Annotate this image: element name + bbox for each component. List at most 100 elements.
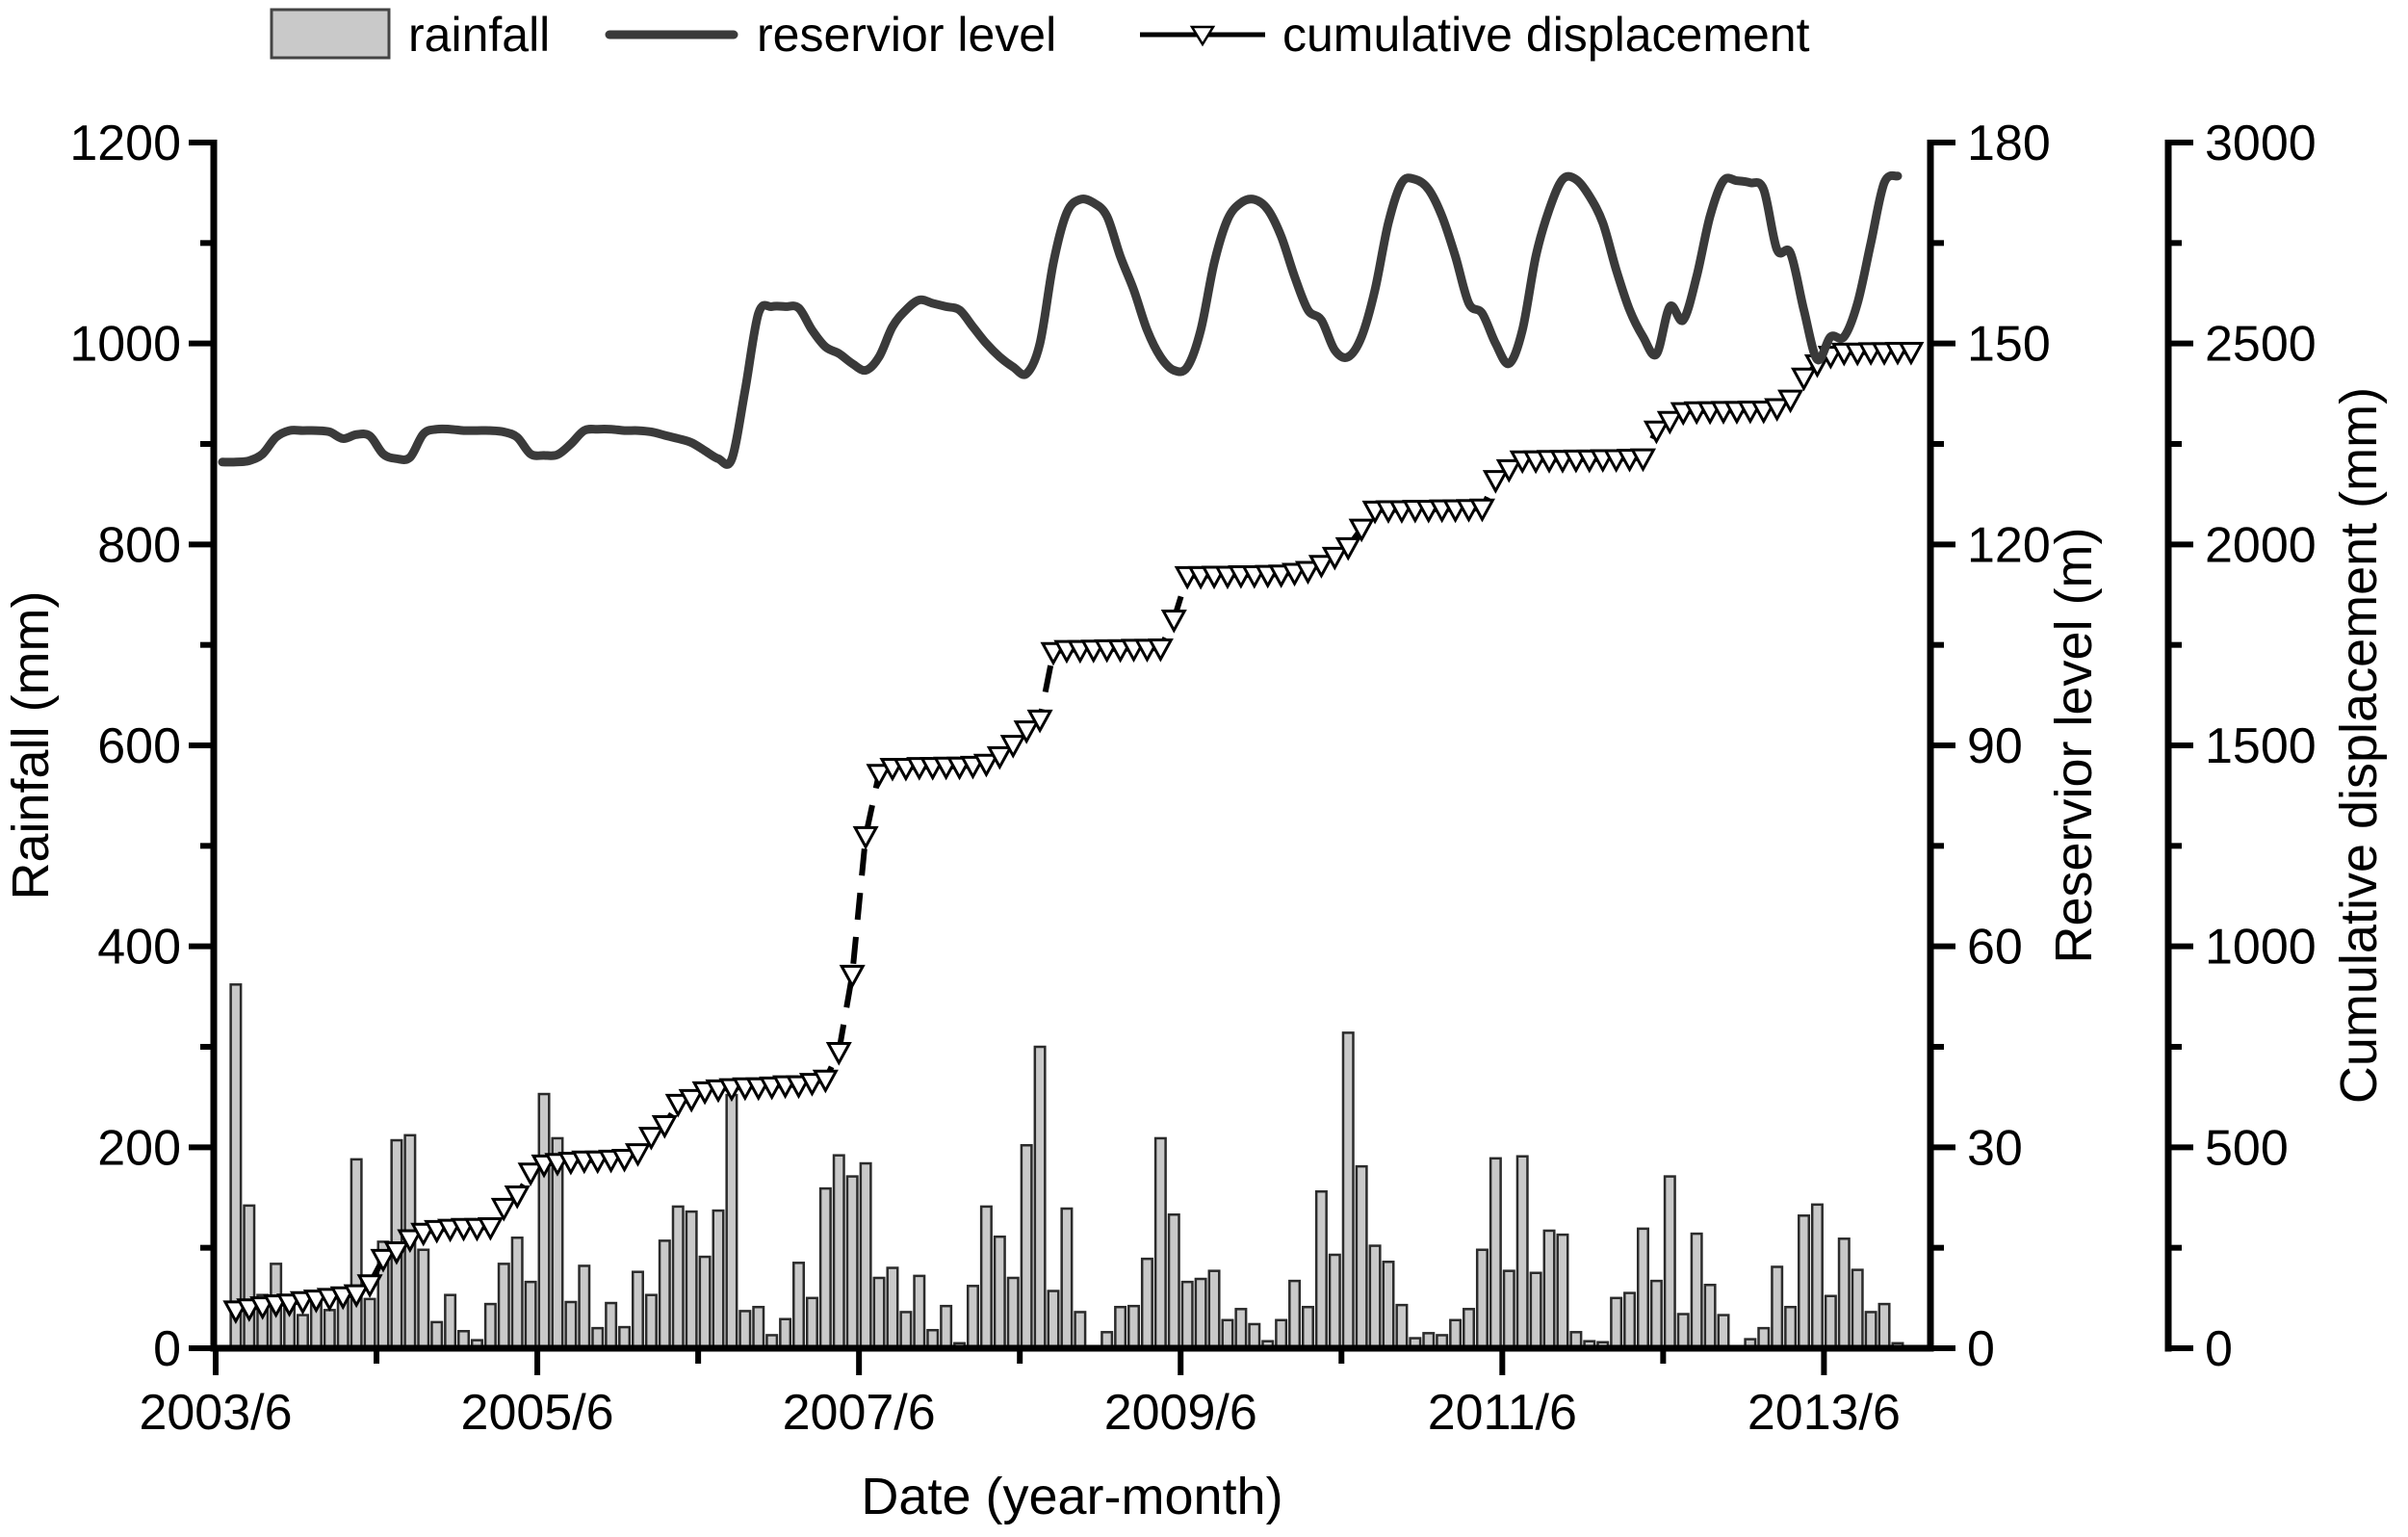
triangle-marker-icon xyxy=(1468,498,1495,523)
rainfall-bar xyxy=(1167,1212,1180,1350)
displacement-series xyxy=(222,342,1925,1324)
rainfall-bar xyxy=(940,1304,953,1350)
rainfall-bar xyxy=(752,1305,765,1350)
triangle-marker-icon xyxy=(504,1185,531,1210)
x-axis: 2003/6 2005/6 2007/6 2009/6 2011/6 2013/6 xyxy=(139,1344,1934,1441)
rainfall-bar xyxy=(779,1317,792,1350)
rainfall-bar xyxy=(1463,1308,1476,1350)
rainfall-bar xyxy=(1864,1311,1877,1350)
rainfall-bar xyxy=(712,1209,725,1350)
displacement-axis-tick-label: 500 xyxy=(2205,1120,2289,1176)
rainfall-bar xyxy=(605,1301,618,1350)
rainfall-bar xyxy=(1114,1305,1127,1350)
rainfall-bar xyxy=(497,1263,510,1350)
triangle-marker-icon xyxy=(1308,555,1334,579)
rainfall-axis-tick-label: 600 xyxy=(97,718,181,774)
x-tick-label: 2009/6 xyxy=(1104,1385,1257,1441)
triangle-marker-icon xyxy=(1013,720,1040,744)
rainfall-bar xyxy=(1328,1253,1341,1350)
rainfall-bar xyxy=(966,1285,979,1350)
x-axis-title: Date (year-month) xyxy=(861,1468,1282,1525)
reservoir-axis-tick-label: 30 xyxy=(1967,1120,2023,1176)
rainfall-bar xyxy=(1663,1175,1676,1350)
rainfall-bar xyxy=(1610,1296,1623,1350)
rainfall-bar xyxy=(1180,1280,1194,1350)
rainfall-bar xyxy=(444,1293,457,1350)
triangle-marker-icon xyxy=(477,1216,504,1241)
rainfall-bar xyxy=(1341,1031,1355,1350)
rainfall-bar xyxy=(872,1276,886,1350)
rainfall-axis-tick-label: 800 xyxy=(97,517,181,573)
rainfall-bar xyxy=(1355,1164,1368,1350)
rainfall-bar xyxy=(1636,1227,1649,1350)
rainfall-axis-tick-label: 0 xyxy=(153,1321,181,1377)
rainfall-bar xyxy=(1475,1248,1489,1350)
rainfall-bar xyxy=(296,1314,309,1350)
triangle-marker-icon xyxy=(1189,25,1216,47)
rainfall-bar xyxy=(1382,1261,1395,1350)
legend: rainfall reservior level cumulative displa… xyxy=(270,8,1810,62)
triangle-marker-icon xyxy=(1147,638,1174,663)
triangle-marker-icon xyxy=(397,1229,424,1254)
triangle-marker-icon xyxy=(798,1073,825,1097)
rainfall-bar xyxy=(1649,1279,1663,1350)
displacement-axis-tick-label: 3000 xyxy=(2205,116,2317,171)
rainfall-bar xyxy=(1395,1303,1409,1350)
triangle-marker-icon xyxy=(1482,470,1509,494)
rainfall-bar xyxy=(1623,1291,1637,1350)
rainfall-bar xyxy=(578,1264,591,1350)
rainfall-bar xyxy=(859,1161,872,1350)
rainfall-bar xyxy=(899,1311,913,1350)
rainfall-bar xyxy=(1207,1269,1221,1350)
legend-item-cumulative-displacement: cumulative displacement xyxy=(1140,8,1810,62)
triangle-marker-icon xyxy=(1790,367,1818,392)
rainfall-swatch-icon xyxy=(270,8,391,60)
rainfall-bar xyxy=(1837,1237,1851,1350)
rainfall-bar xyxy=(524,1280,537,1350)
displacement-axis-tick-label: 2000 xyxy=(2205,517,2317,573)
triangle-marker-icon xyxy=(517,1162,544,1186)
triangle-marker-icon xyxy=(1656,410,1683,435)
rainfall-bar xyxy=(1810,1203,1824,1350)
axis-titles: Date (year-month) Rainfall (mm) Reservior … xyxy=(2,387,2388,1525)
triangle-marker-icon xyxy=(383,1241,410,1265)
reservoir-line xyxy=(218,170,1903,469)
rainfall-axis: 0 200 400 600 800 1000 1200 xyxy=(69,116,218,1377)
triangle-marker-icon xyxy=(664,1093,691,1118)
triangle-marker-icon xyxy=(1777,389,1804,414)
triangle-marker-icon xyxy=(986,745,1013,770)
rainfall-bar xyxy=(1877,1302,1891,1350)
triangle-marker-icon xyxy=(839,964,866,989)
triangle-marker-icon xyxy=(1026,709,1053,734)
rainfall-bar xyxy=(1234,1308,1248,1350)
rainfall-bar xyxy=(1221,1318,1234,1350)
rainfall-bar xyxy=(1515,1155,1529,1350)
triangle-marker-icon xyxy=(637,1127,664,1151)
rainfall-bar xyxy=(832,1154,845,1350)
triangle-marker-icon xyxy=(356,1274,383,1298)
triangle-marker-icon xyxy=(678,1088,705,1113)
rainfall-bar xyxy=(671,1205,685,1350)
rainfall-bar xyxy=(483,1302,497,1350)
rainfall-bar xyxy=(1314,1189,1328,1350)
rainfall-bar xyxy=(1798,1214,1811,1350)
rainfall-bar xyxy=(805,1296,818,1350)
displacement-axis-tick-label: 2500 xyxy=(2205,317,2317,373)
x-tick-label: 2003/6 xyxy=(139,1385,292,1441)
displacement-axis-tick-label: 1500 xyxy=(2205,718,2317,774)
rainfall-bar xyxy=(323,1309,336,1350)
triangle-marker-icon xyxy=(1643,420,1670,445)
triangle-marker-icon xyxy=(1348,518,1375,543)
rainfall-bar xyxy=(1771,1265,1784,1350)
rainfall-bar xyxy=(1676,1313,1690,1350)
rainfall-bar xyxy=(658,1239,671,1350)
rainfall-bar xyxy=(1824,1294,1837,1350)
displacement-axis: 0 500 1000 1500 2000 2500 3000 xyxy=(2164,116,2317,1377)
rainfall-bar xyxy=(1851,1268,1864,1350)
triangle-marker-icon xyxy=(651,1114,678,1139)
legend-label-rainfall: rainfall xyxy=(408,8,550,62)
rainfall-bar xyxy=(1556,1233,1569,1350)
rainfall-bar xyxy=(1717,1314,1730,1350)
rainfall-bar xyxy=(1288,1279,1302,1350)
rainfall-bar xyxy=(1074,1311,1087,1350)
